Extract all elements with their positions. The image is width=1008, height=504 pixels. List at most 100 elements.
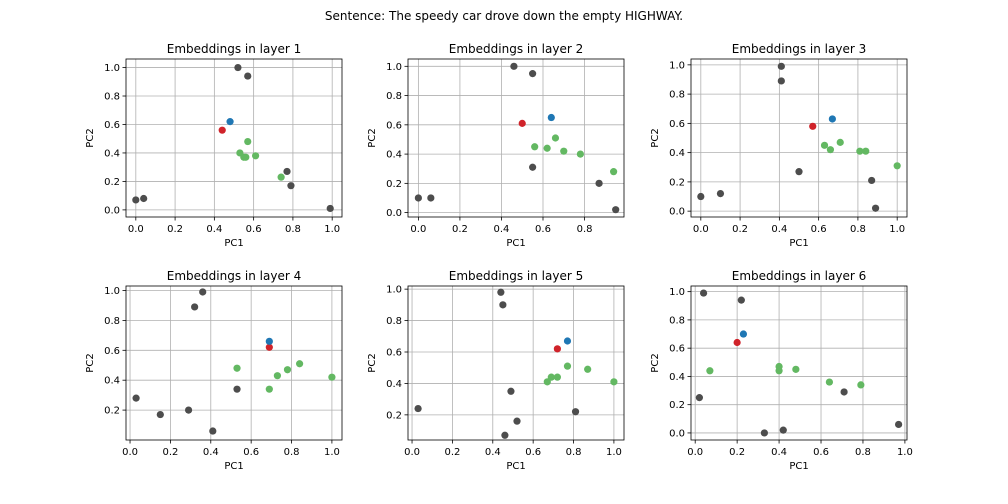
y-tick-label: 1.0 xyxy=(386,62,402,73)
data-point-gray xyxy=(777,62,785,70)
figure-suptitle: Sentence: The speedy car drove down the … xyxy=(325,9,683,23)
data-point-gray xyxy=(695,394,703,402)
x-tick-label: 1.0 xyxy=(897,447,913,458)
y-tick-label: 0.6 xyxy=(104,346,120,357)
data-point-green xyxy=(553,373,561,381)
data-point-gray xyxy=(716,189,725,198)
y-tick-label: 0.4 xyxy=(669,372,685,383)
x-axis-label: PC1 xyxy=(224,238,243,249)
x-tick-label: 0.4 xyxy=(771,224,787,235)
x-tick-label: 0.2 xyxy=(729,447,745,458)
plot-frame xyxy=(407,285,625,441)
data-point-red xyxy=(518,119,526,127)
data-point-gray xyxy=(209,427,217,435)
data-point-green xyxy=(242,153,250,161)
data-point-green xyxy=(551,134,560,142)
y-tick-label: 0.6 xyxy=(104,120,120,131)
data-point-gray xyxy=(507,387,515,395)
data-point-green xyxy=(296,360,304,368)
x-tick-label: 0.6 xyxy=(811,224,827,235)
data-point-gray xyxy=(871,204,880,212)
subplot-layer-1: 0.0 0.2 0.4 0.6 0.8 1.0 0.0 0.2 0.4 0.6 0.8 1.0 Embe… xyxy=(85,42,343,249)
data-point-blue xyxy=(828,115,836,123)
y-tick-label: 0.2 xyxy=(669,177,685,188)
y-tick-label: 0.4 xyxy=(386,150,402,161)
x-tick-label: 1.0 xyxy=(889,224,905,235)
x-axis-label: PC1 xyxy=(789,461,808,472)
y-axis-label: PC2 xyxy=(367,353,378,372)
data-point-gray xyxy=(156,410,164,419)
data-point-green xyxy=(862,147,870,155)
data-point-green xyxy=(531,143,539,151)
data-point-gray xyxy=(140,194,148,203)
data-point-gray xyxy=(287,182,295,190)
x-tick-label: 0.2 xyxy=(732,224,748,235)
x-tick-label: 0.6 xyxy=(243,447,259,458)
data-point-blue xyxy=(547,113,555,122)
data-point-green xyxy=(792,365,800,373)
y-tick-label: 1.0 xyxy=(386,285,402,296)
data-point-green xyxy=(252,152,260,160)
data-point-blue xyxy=(226,118,234,126)
subplot-title: Embeddings in layer 3 xyxy=(732,42,866,56)
data-point-gray xyxy=(427,194,435,202)
plot-frame xyxy=(690,58,908,218)
y-axis-label: PC2 xyxy=(85,353,96,372)
data-point-red xyxy=(265,343,273,351)
y-tick-label: 0.4 xyxy=(104,376,120,387)
x-tick-label: 0.0 xyxy=(122,447,138,458)
x-tick-label: 0.2 xyxy=(167,224,183,235)
x-tick-label: 0.2 xyxy=(452,224,468,235)
x-axis-label: PC1 xyxy=(224,461,243,472)
data-point-gray xyxy=(529,70,537,78)
y-tick-label: 1.0 xyxy=(669,287,685,298)
x-axis-label: PC1 xyxy=(506,461,525,472)
y-axis-label: PC2 xyxy=(650,353,661,372)
data-point-gray xyxy=(184,406,193,414)
data-point-gray xyxy=(234,63,242,72)
y-tick-label: 0.2 xyxy=(386,410,402,421)
data-point-gray xyxy=(497,288,505,296)
y-tick-label: 0.8 xyxy=(669,315,685,326)
y-tick-label: 0.4 xyxy=(669,148,685,159)
y-tick-label: 0.0 xyxy=(669,428,685,439)
x-tick-label: 0.4 xyxy=(206,224,222,235)
data-point-green xyxy=(857,381,865,389)
data-point-green xyxy=(277,173,285,181)
plot-frame xyxy=(690,285,908,441)
x-axis-label: PC1 xyxy=(789,238,808,249)
data-point-gray xyxy=(326,204,334,213)
data-point-green xyxy=(576,150,584,158)
y-tick-label: 0.4 xyxy=(104,148,120,159)
y-tick-label: 0.2 xyxy=(386,179,402,190)
data-point-green xyxy=(584,365,592,373)
data-point-gray xyxy=(513,417,521,425)
data-point-gray xyxy=(612,206,620,214)
y-tick-label: 1.0 xyxy=(104,286,120,297)
data-point-gray xyxy=(199,288,207,296)
data-point-green xyxy=(893,162,901,170)
x-tick-label: 1.0 xyxy=(606,447,622,458)
data-point-gray xyxy=(697,192,705,201)
y-tick-label: 0.2 xyxy=(104,406,120,417)
x-tick-label: 0.8 xyxy=(850,224,866,235)
data-point-green xyxy=(820,141,829,149)
data-point-green xyxy=(610,378,618,386)
data-point-green xyxy=(273,372,282,380)
data-point-gray xyxy=(760,429,768,437)
y-tick-label: 0.8 xyxy=(104,92,120,103)
subplot-layer-6: 0.0 0.2 0.4 0.6 0.8 1.0 0.0 0.2 0.4 0.6 0.8 1.0 Embe… xyxy=(650,269,913,472)
x-tick-label: 0.6 xyxy=(525,447,541,458)
data-point-gray xyxy=(777,77,785,85)
y-tick-label: 0.2 xyxy=(669,400,685,411)
data-point-green xyxy=(543,144,551,152)
subplot-title: Embeddings in layer 1 xyxy=(167,42,301,56)
y-tick-label: 0.6 xyxy=(669,119,685,130)
y-tick-label: 0.4 xyxy=(386,379,402,390)
x-tick-label: 0.4 xyxy=(771,447,787,458)
data-point-gray xyxy=(283,167,291,176)
data-point-gray xyxy=(499,301,507,309)
x-tick-label: 0.6 xyxy=(813,447,829,458)
data-point-green xyxy=(283,366,292,374)
plot-frame xyxy=(125,58,343,218)
